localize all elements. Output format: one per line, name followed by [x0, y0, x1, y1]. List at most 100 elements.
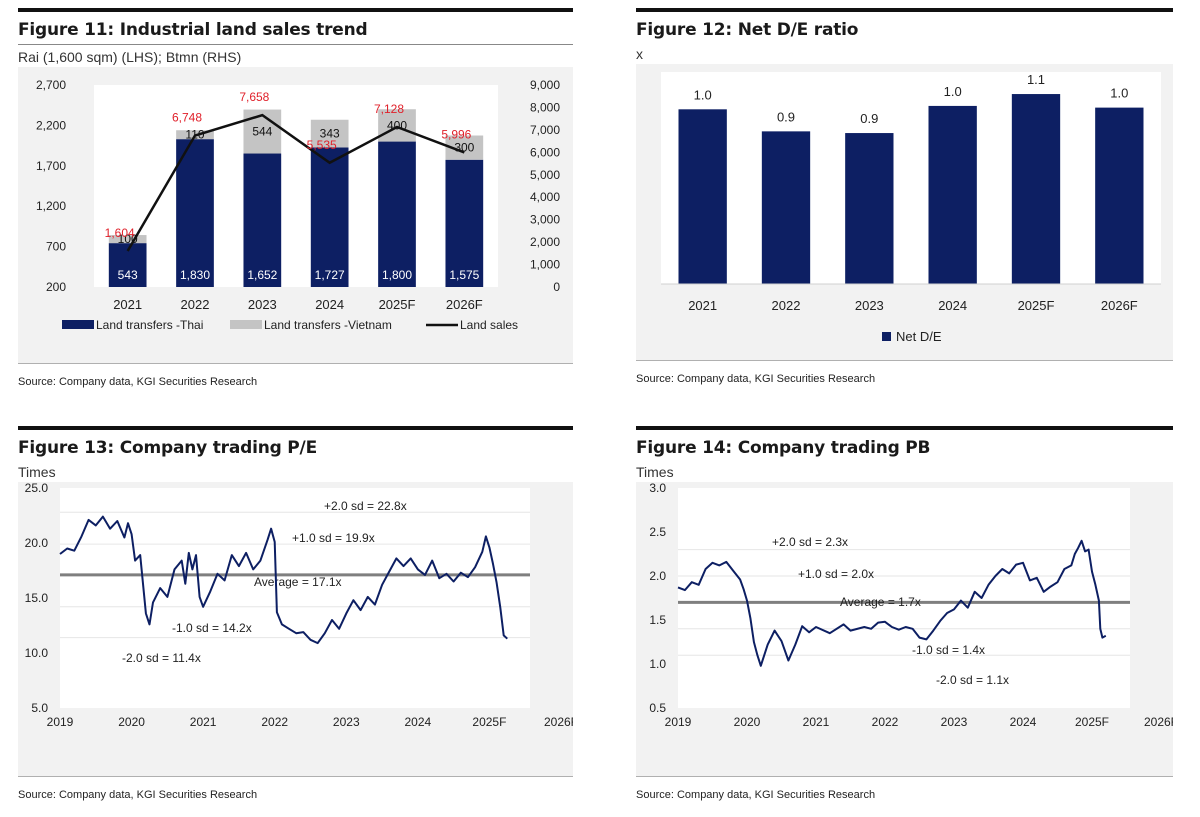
bar-vietnam — [108, 235, 147, 244]
bar-net-de-label: 1.0 — [1110, 86, 1128, 101]
right-axis-tick-label: 4,000 — [530, 190, 560, 204]
legend-swatch-vietnam — [230, 320, 262, 329]
bar-vietnam-label: 343 — [320, 127, 340, 141]
land-sales-label: 7,128 — [374, 102, 404, 116]
x-tick-label: 2020 — [118, 715, 145, 729]
x-tick-label: 2021 — [113, 297, 142, 312]
bar-net-de-label: 0.9 — [777, 109, 795, 124]
figure-12-title: Figure 12: Net D/E ratio — [636, 20, 859, 40]
bar-net-de — [1095, 107, 1144, 284]
bar-thai — [310, 147, 349, 287]
bar-thai-label: 1,652 — [247, 268, 277, 282]
figure-13-top-rule — [18, 426, 573, 430]
bar-net-de — [928, 105, 977, 284]
band-label: -1.0 sd = 1.4x — [912, 643, 985, 657]
x-tick-label: 2025F — [1018, 298, 1055, 313]
bar-vietnam-label: 544 — [252, 125, 272, 139]
bar-thai — [243, 153, 282, 287]
right-axis-tick-label: 2,000 — [530, 235, 560, 249]
figure-11-source: Source: Company data, KGI Securities Res… — [18, 376, 258, 388]
y-tick-label: 15.0 — [25, 591, 49, 605]
x-tick-label: 2023 — [248, 297, 277, 312]
x-tick-label: 2025F — [472, 715, 506, 729]
figure-13-panel: Figure 13: Company trading P/E Times 5.0… — [18, 426, 578, 801]
x-tick-label: 2024 — [405, 715, 432, 729]
x-tick-label: 2020 — [734, 715, 761, 729]
x-tick-label: 2022 — [261, 715, 288, 729]
figure-13-svg: 5.0 10.0 15.0 20.0 25.0 2019 2020 2021 2022 2023 2… — [25, 481, 578, 729]
figure-13-unit-label: Times — [18, 464, 56, 480]
x-tick-label: 2022 — [872, 715, 899, 729]
figure-14-source: Source: Company data, KGI Securities Res… — [636, 789, 876, 801]
figure-12-source: Source: Company data, KGI Securities Res… — [636, 373, 876, 385]
figure-12-unit-label: x — [636, 46, 643, 62]
bar-thai-label: 1,830 — [180, 268, 210, 282]
plot-area — [60, 488, 530, 708]
legend-swatch-thai — [62, 320, 94, 329]
y-tick-label: 10.0 — [25, 646, 49, 660]
figure-14-svg: 0.5 1.0 1.5 2.0 2.5 3.0 2019 2020 2021 2022 2023 20… — [649, 481, 1178, 729]
figure-14-title: Figure 14: Company trading PB — [636, 438, 931, 458]
right-axis-tick-label: 8,000 — [530, 100, 560, 114]
figure-13-title: Figure 13: Company trading P/E — [18, 438, 317, 458]
y-tick-label: 0.5 — [649, 701, 666, 715]
right-axis-tick-label: 9,000 — [530, 78, 560, 92]
band-label: +1.0 sd = 19.9x — [292, 531, 375, 545]
figure-11-svg: 200 700 1,200 1,700 2,200 2,700 0 1,000 2,000 3,0… — [36, 78, 560, 332]
x-tick-label: 2024 — [938, 298, 967, 313]
land-sales-label: 7,658 — [239, 90, 269, 104]
x-tick-label: 2026F — [544, 715, 573, 729]
figure-14-unit-label: Times — [636, 464, 674, 480]
x-tick-label: 2024 — [1010, 715, 1037, 729]
x-tick-label: 2019 — [47, 715, 74, 729]
band-label: Average = 1.7x — [840, 595, 921, 609]
y-tick-label: 2.0 — [649, 569, 666, 583]
land-sales-label: 5,996 — [441, 127, 471, 141]
right-axis-tick-label: 1,000 — [530, 258, 560, 272]
figure-12-svg: 1.0 2021 0.9 2022 0.9 2023 1.0 2024 1.1 2025F 1.0 2… — [661, 72, 1161, 344]
bar-vietnam — [378, 109, 416, 142]
figure-12-top-rule — [636, 8, 1173, 12]
band-label: -1.0 sd = 14.2x — [172, 621, 252, 635]
figure-12-panel: Figure 12: Net D/E ratio x 1.0 2021 0.9 202… — [636, 8, 1173, 385]
figure-14-panel: Figure 14: Company trading PB Times 0.5 1… — [636, 426, 1178, 801]
y-tick-label: 25.0 — [25, 482, 49, 495]
bar-thai-label: 543 — [118, 268, 138, 282]
valuation-line — [677, 539, 1107, 667]
figure-13-chart: 5.0 10.0 15.0 20.0 25.0 2019 2020 2021 2022 2023 2… — [18, 481, 578, 777]
y-tick-label: 1.0 — [649, 657, 666, 671]
right-axis-tick-label: 7,000 — [530, 123, 560, 137]
y-tick-label: 1.5 — [649, 613, 666, 627]
x-tick-label: 2024 — [315, 297, 344, 312]
left-axis-tick-label: 700 — [46, 240, 66, 254]
bar-thai-label: 1,575 — [449, 268, 479, 282]
left-axis-tick-label: 1,700 — [36, 159, 66, 173]
figure-11-title: Figure 11: Industrial land sales trend — [18, 20, 573, 45]
x-tick-label: 2023 — [941, 715, 968, 729]
plot-area — [661, 72, 1161, 284]
y-tick-label: 5.0 — [31, 701, 48, 715]
figure-14-chart: 0.5 1.0 1.5 2.0 2.5 3.0 2019 2020 2021 2022 2023 20… — [636, 481, 1178, 777]
figure-13-source: Source: Company data, KGI Securities Res… — [18, 789, 258, 801]
x-tick-label: 2019 — [665, 715, 692, 729]
figure-14-top-rule — [636, 426, 1173, 430]
figure-11-chart: 200 700 1,200 1,700 2,200 2,700 0 1,000 2,000 3,0… — [18, 67, 573, 364]
x-tick-label: 2025F — [379, 297, 416, 312]
x-tick-label: 2021 — [688, 298, 717, 313]
figure-11-panel: Figure 11: Industrial land sales trend R… — [18, 8, 573, 388]
land-sales-line — [126, 113, 465, 252]
x-tick-label: 2026F — [1144, 715, 1173, 729]
bar-net-de-label: 1.1 — [1027, 72, 1045, 87]
left-axis-tick-label: 2,200 — [36, 118, 66, 132]
y-tick-label: 20.0 — [25, 536, 49, 550]
x-tick-label: 2022 — [772, 298, 801, 313]
left-axis-tick-label: 1,200 — [36, 199, 66, 213]
left-axis-tick-label: 2,700 — [36, 78, 66, 92]
band-label: -2.0 sd = 11.4x — [122, 651, 201, 665]
figure-11-unit-label: Rai (1,600 sqm) (LHS); Btmn (RHS) — [18, 49, 242, 65]
legend-swatch-net-de — [882, 332, 891, 341]
bar-net-de — [845, 133, 894, 284]
land-sales-label: 1,604 — [105, 226, 135, 240]
right-axis-tick-label: 0 — [553, 280, 560, 294]
bar-net-de-label: 1.0 — [944, 84, 962, 99]
